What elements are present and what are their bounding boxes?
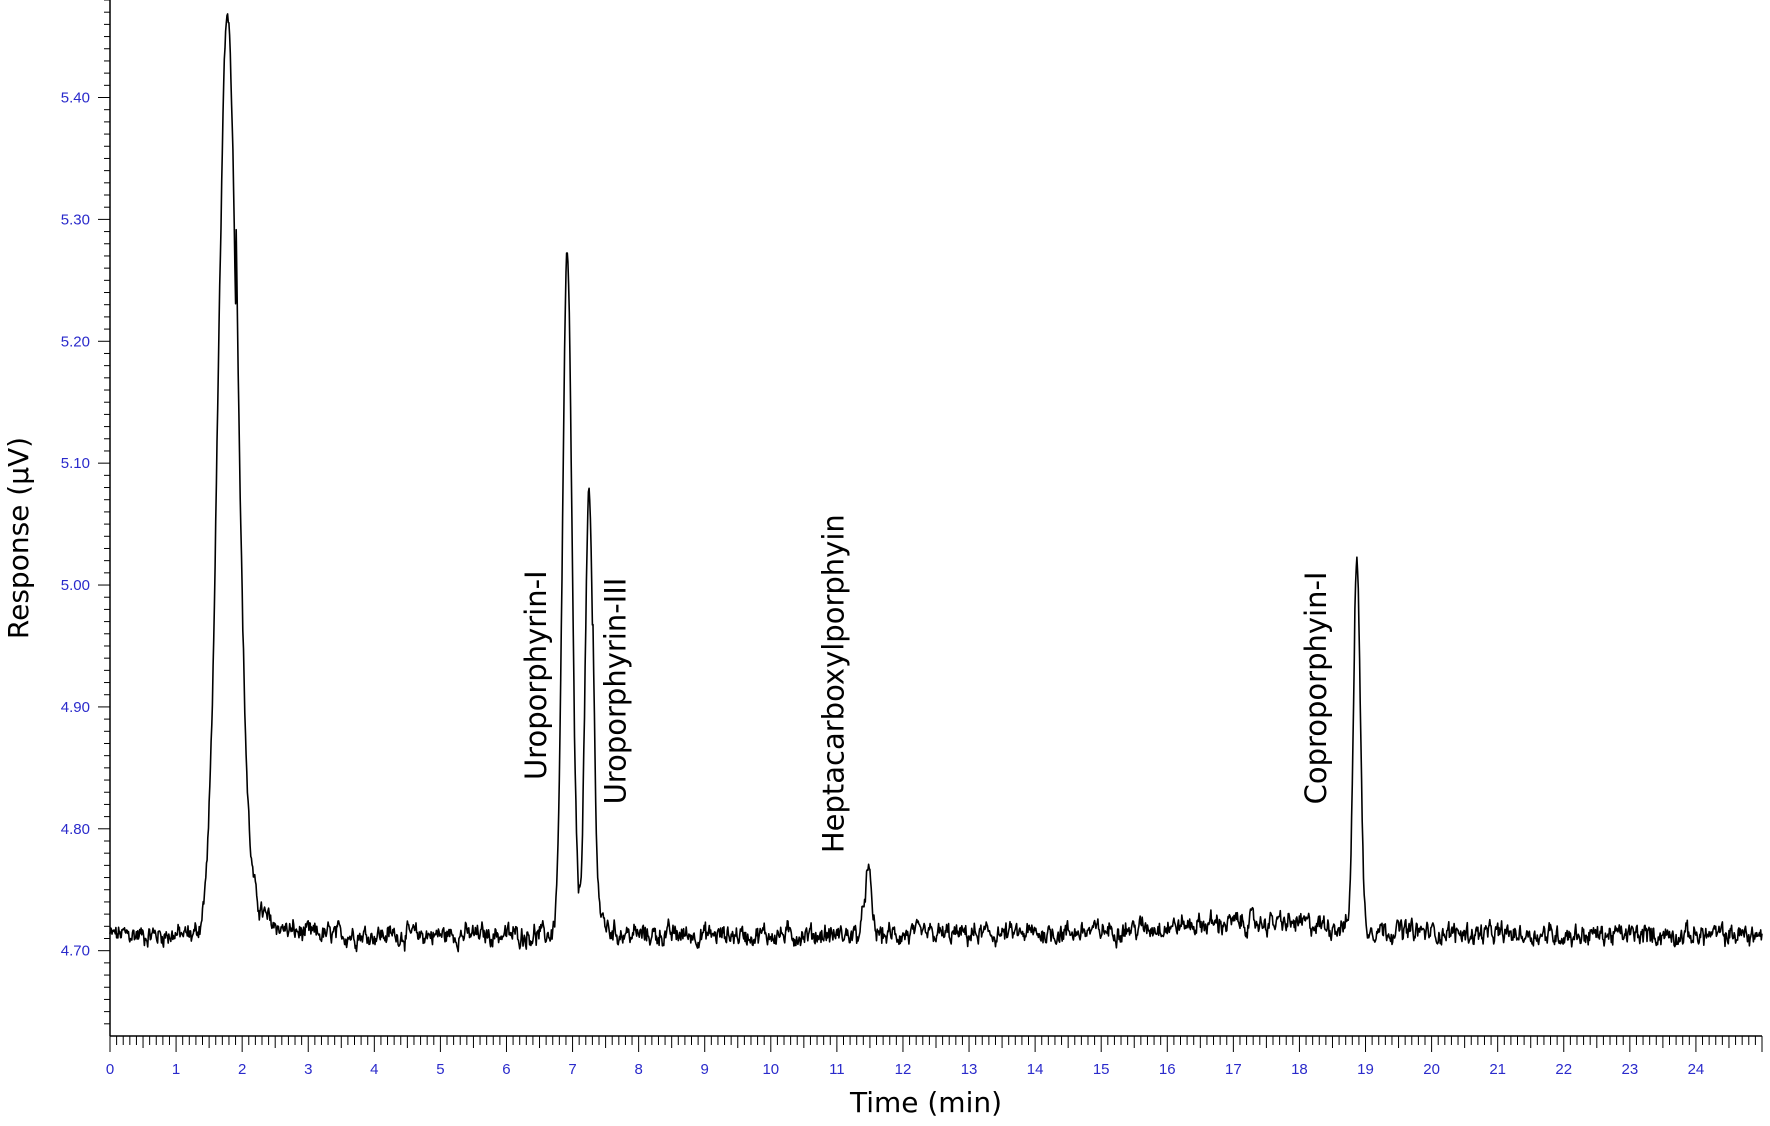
x-tick-label: 11 bbox=[829, 1061, 845, 1078]
x-tick-label: 0 bbox=[106, 1061, 114, 1078]
x-tick-label: 8 bbox=[634, 1061, 642, 1078]
y-axis-label: Response (µV) bbox=[2, 437, 35, 639]
x-tick-label: 22 bbox=[1555, 1061, 1572, 1078]
x-tick-label: 24 bbox=[1688, 1061, 1705, 1078]
y-tick-label: 4.90 bbox=[61, 699, 90, 716]
y-tick-label: 5.30 bbox=[61, 211, 90, 228]
x-tick-label: 1 bbox=[172, 1061, 180, 1078]
y-tick-label: 4.80 bbox=[61, 821, 90, 838]
x-tick-label: 6 bbox=[502, 1061, 510, 1078]
x-tick-label: 20 bbox=[1423, 1061, 1440, 1078]
x-tick-label: 17 bbox=[1225, 1061, 1242, 1078]
x-tick-label: 10 bbox=[762, 1061, 779, 1078]
peak-label: Uroporphyrin-III bbox=[598, 578, 632, 805]
x-tick-label: 21 bbox=[1489, 1061, 1506, 1078]
x-tick-label: 7 bbox=[568, 1061, 576, 1078]
x-tick-label: 13 bbox=[961, 1061, 978, 1078]
x-tick-label: 23 bbox=[1621, 1061, 1638, 1078]
y-tick-label: 5.00 bbox=[61, 577, 90, 594]
x-tick-label: 4 bbox=[370, 1061, 378, 1078]
x-tick-label: 18 bbox=[1291, 1061, 1308, 1078]
x-tick-label: 5 bbox=[436, 1061, 444, 1078]
x-tick-label: 14 bbox=[1027, 1061, 1044, 1078]
x-axis-label: Time (min) bbox=[849, 1086, 1002, 1119]
x-tick-label: 15 bbox=[1093, 1061, 1110, 1078]
peak-label: Coproporphyin-I bbox=[1299, 572, 1333, 805]
y-tick-label: 5.20 bbox=[61, 333, 90, 350]
x-tick-label: 3 bbox=[304, 1061, 312, 1078]
peak-annotations: Uroporphyrin-I Uroporphyrin-III Heptacarbo… bbox=[519, 514, 1333, 853]
peak-label: Uroporphyrin-I bbox=[519, 570, 553, 780]
y-tick-label: 5.40 bbox=[61, 90, 90, 107]
x-tick-label: 19 bbox=[1357, 1061, 1374, 1078]
x-tick-label: 9 bbox=[701, 1061, 709, 1078]
y-tick-label: 4.70 bbox=[61, 943, 90, 960]
x-tick-label: 12 bbox=[895, 1061, 912, 1078]
y-tick-label: 5.10 bbox=[61, 455, 90, 472]
x-axis: 0 1 2 3 4 5 6 7 8 9 10 11 12 13 14 15 16 17 18 19 20 21 22 23 24 bbox=[106, 1035, 1763, 1078]
x-tick-label: 2 bbox=[238, 1061, 246, 1078]
x-tick-label: 16 bbox=[1159, 1061, 1176, 1078]
chromatogram-trace bbox=[109, 13, 1763, 953]
y-axis: 4.70 4.80 4.90 5.00 5.10 5.20 5.30 5.40 bbox=[61, 0, 111, 1036]
peak-label: Heptacarboxylporphyin bbox=[816, 514, 850, 853]
